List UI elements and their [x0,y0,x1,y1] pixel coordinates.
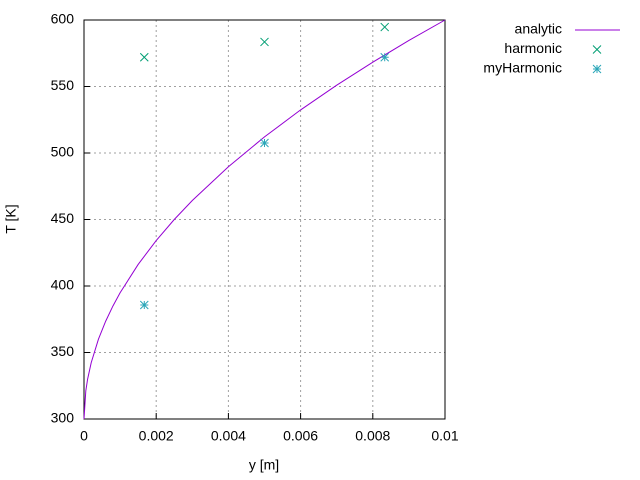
x-tick-label: 0.006 [283,428,318,444]
legend-label: myHarmonic [483,60,562,76]
x-tick-label: 0.008 [355,428,390,444]
legend-label: analytic [515,21,562,37]
y-tick-label: 550 [51,77,75,93]
y-tick-label: 350 [51,343,75,359]
point [380,22,390,32]
point [260,138,269,148]
x-tick-label: 0.01 [431,428,458,444]
point [380,52,390,62]
plot-frame [83,19,446,420]
point [139,52,149,62]
x-tick-label: 0.004 [211,428,246,444]
point [260,37,269,47]
x-tick-label: 0 [80,428,88,444]
y-tick-label: 450 [51,210,75,226]
x-tick-label: 0.002 [139,428,174,444]
x-axis-label: y [m] [249,457,279,473]
legend-label: harmonic [504,40,562,56]
y-axis-label: T [K] [3,204,19,233]
line [83,19,446,420]
legend-swatch [592,45,602,54]
legend-swatch [592,64,602,74]
point [139,300,149,310]
y-tick-label: 500 [51,144,75,160]
y-tick-label: 300 [51,410,75,426]
y-tick-label: 400 [51,277,75,293]
y-tick-label: 600 [51,11,75,27]
